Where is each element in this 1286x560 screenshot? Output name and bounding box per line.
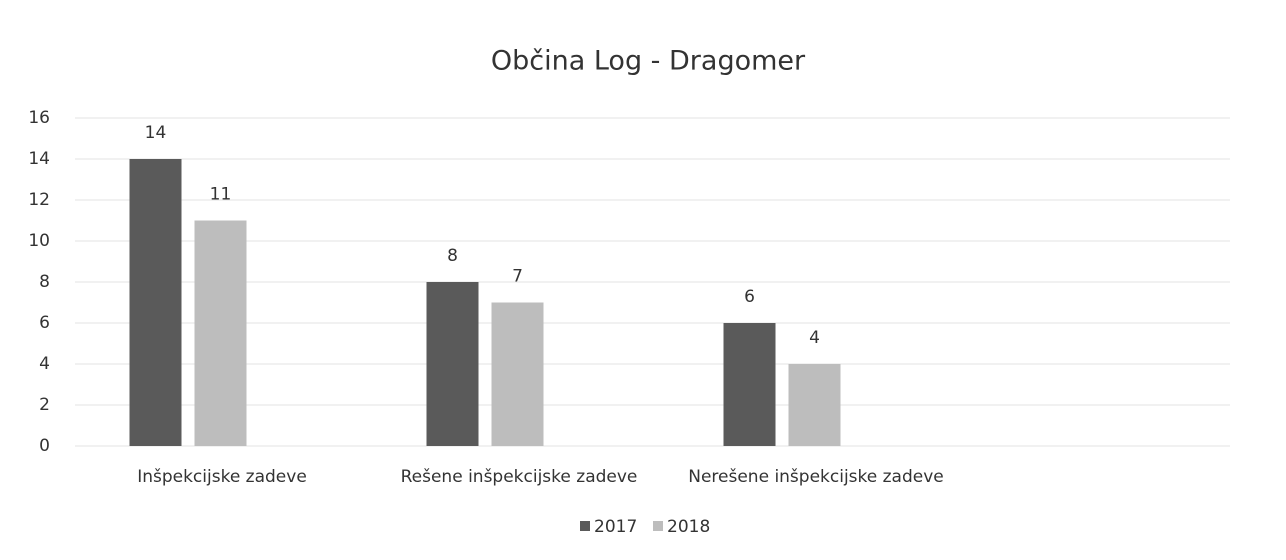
y-tick-label: 14	[28, 149, 50, 169]
bar	[426, 282, 479, 446]
data-label: 11	[210, 185, 232, 205]
y-tick-label: 10	[28, 231, 50, 251]
data-label: 4	[809, 328, 820, 348]
data-label: 7	[512, 267, 523, 287]
bar	[491, 302, 544, 446]
legend-swatch	[580, 521, 590, 531]
bar	[194, 220, 247, 446]
y-tick-label: 4	[39, 354, 50, 374]
y-tick-label: 12	[28, 190, 50, 210]
bar	[129, 159, 182, 446]
x-tick-label: Rešene inšpekcijske zadeve	[401, 467, 638, 487]
x-tick-label: Nerešene inšpekcijske zadeve	[688, 467, 944, 487]
bar	[788, 364, 841, 446]
chart-title: Občina Log - Dragomer	[491, 46, 806, 77]
y-tick-label: 0	[39, 436, 50, 456]
bar	[723, 323, 776, 446]
legend-label: 2018	[667, 517, 710, 537]
y-tick-label: 6	[39, 313, 50, 333]
legend-label: 2017	[594, 517, 637, 537]
x-tick-label: Inšpekcijske zadeve	[137, 467, 307, 487]
data-label: 8	[447, 246, 458, 266]
y-tick-label: 8	[39, 272, 50, 292]
data-label: 6	[744, 287, 755, 307]
legend-swatch	[653, 521, 663, 531]
data-label: 14	[145, 123, 167, 143]
y-tick-label: 16	[28, 108, 50, 128]
y-tick-label: 2	[39, 395, 50, 415]
